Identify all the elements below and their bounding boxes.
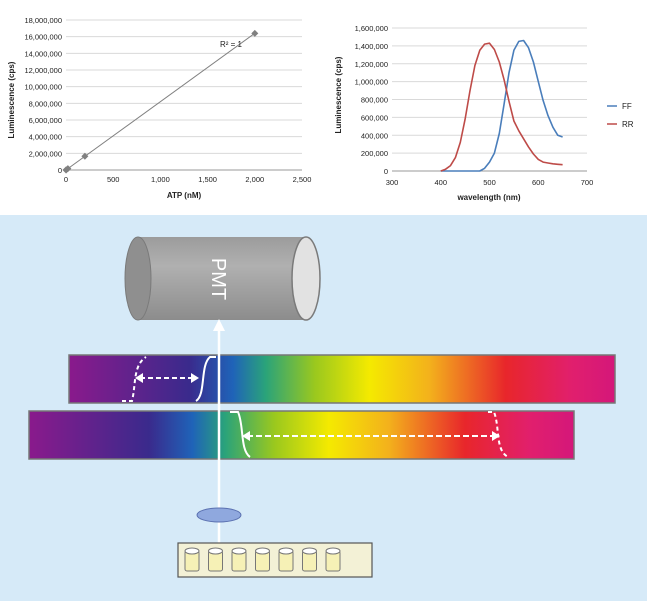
chart2-y-tick-label: 200,000 xyxy=(361,149,388,158)
chart2-y-axis-title: Luminescence (cps) xyxy=(334,56,343,133)
chart1-gridlines xyxy=(66,19,302,171)
chart2-gridlines xyxy=(392,27,587,172)
legend-label-ff: FF xyxy=(622,102,632,111)
chart1-x-tick-label: 2,000 xyxy=(245,175,264,184)
chart1-data-point xyxy=(64,165,72,173)
well xyxy=(208,547,223,572)
filter-bar-ff xyxy=(68,354,616,404)
chart2-y-tick-label: 400,000 xyxy=(361,131,388,140)
chart1-y-tick-label: 18,000,000 xyxy=(24,16,62,25)
chart2-y-tick-label: 1,600,000 xyxy=(355,24,388,33)
chart1-y-tick-label: 14,000,000 xyxy=(24,49,62,58)
arrowhead-ff-left xyxy=(135,373,143,383)
chart1-y-tick-label: 10,000,000 xyxy=(24,83,62,92)
chart1-x-tick-label: 2,500 xyxy=(293,175,312,184)
chart1-y-tick-label: 4,000,000 xyxy=(29,133,62,142)
chart1-y-tick-label: 2,000,000 xyxy=(29,149,62,158)
well xyxy=(184,547,200,572)
chart1-x-tick-label: 1,500 xyxy=(198,175,217,184)
chart1-trendline xyxy=(65,32,256,171)
chart1-y-tick-labels: 0 2,000,000 4,000,000 6,000,000 8,000,000 10,… xyxy=(24,16,62,175)
chart2-y-tick-labels: 0 200,000 400,000 600,000 800,000 1,000,000 1,… xyxy=(355,24,388,176)
chart2-y-tick-label: 1,400,000 xyxy=(355,42,388,51)
chart1-data-marks xyxy=(62,29,259,174)
filter-rr-left-edge xyxy=(230,411,251,458)
chart1-y-axis-title: Luminescence (cps) xyxy=(7,61,16,138)
chart2-y-tick-label: 0 xyxy=(384,167,388,176)
chart1-data-point xyxy=(251,29,259,37)
microplate xyxy=(177,542,373,578)
chart2-x-tick-label: 500 xyxy=(483,178,496,187)
chart1-x-tick-label: 0 xyxy=(64,175,68,184)
chart1-annotation: R² = 1 xyxy=(220,40,243,49)
chart2-x-tick-label: 400 xyxy=(434,178,447,187)
lens xyxy=(196,507,242,523)
filter-bar-rr xyxy=(28,410,575,460)
emission-spectra-chart: 0 200,000 400,000 600,000 800,000 1,000,000 1,… xyxy=(334,24,634,202)
chart2-y-tick-label: 1,000,000 xyxy=(355,78,388,87)
chart2-x-tick-label: 700 xyxy=(581,178,594,187)
legend-label-rr: RR xyxy=(622,120,634,129)
chart2-x-tick-labels: 300 400 500 600 700 xyxy=(386,178,594,187)
arrowhead-rr-right xyxy=(492,431,500,441)
chart1-x-tick-label: 1,000 xyxy=(151,175,170,184)
luminometer-schematic: PMT xyxy=(0,215,647,601)
chart2-y-tick-label: 1,200,000 xyxy=(355,60,388,69)
microplate-wells xyxy=(184,547,341,572)
chart1-data-point xyxy=(81,152,89,160)
well xyxy=(325,547,341,572)
well xyxy=(231,547,247,572)
filter-rr-right-edge xyxy=(488,411,509,458)
well xyxy=(278,547,294,572)
series-line-rr xyxy=(440,42,563,172)
chart1-x-tick-label: 500 xyxy=(107,175,120,184)
chart2-x-tick-label: 300 xyxy=(386,178,399,187)
chart2-legend: FF RR xyxy=(607,102,634,129)
chart1-x-tick-labels: 0 500 1,000 1,500 2,000 2,500 xyxy=(64,175,311,184)
pmt-detector: PMT xyxy=(124,236,321,321)
chart1-y-tick-label: 16,000,000 xyxy=(24,33,62,42)
diagram-background xyxy=(0,215,647,601)
well xyxy=(302,547,317,572)
atp-standard-curve-chart: 0 2,000,000 4,000,000 6,000,000 8,000,000 10,… xyxy=(7,16,311,200)
chart1-y-tick-label: 0 xyxy=(58,166,62,175)
chart2-x-tick-label: 600 xyxy=(532,178,545,187)
chart1-x-axis-title: ATP (nM) xyxy=(167,191,202,200)
arrowhead-rr-left xyxy=(242,431,250,441)
chart2-x-axis-title: wavelength (nm) xyxy=(456,193,520,202)
filter-ff-left-edge xyxy=(122,356,147,402)
well xyxy=(255,547,270,572)
chart1-y-tick-label: 12,000,000 xyxy=(24,66,62,75)
pmt-label: PMT xyxy=(207,258,229,300)
chart2-data-marks xyxy=(440,39,563,172)
chart2-y-tick-label: 600,000 xyxy=(361,113,388,122)
chart2-y-tick-label: 800,000 xyxy=(361,96,388,105)
chart1-y-tick-label: 6,000,000 xyxy=(29,116,62,125)
filter-ff-right-edge xyxy=(195,356,216,402)
arrowhead-ff-right xyxy=(191,373,199,383)
series-line-ff xyxy=(440,39,563,172)
chart1-y-tick-label: 8,000,000 xyxy=(29,99,62,108)
